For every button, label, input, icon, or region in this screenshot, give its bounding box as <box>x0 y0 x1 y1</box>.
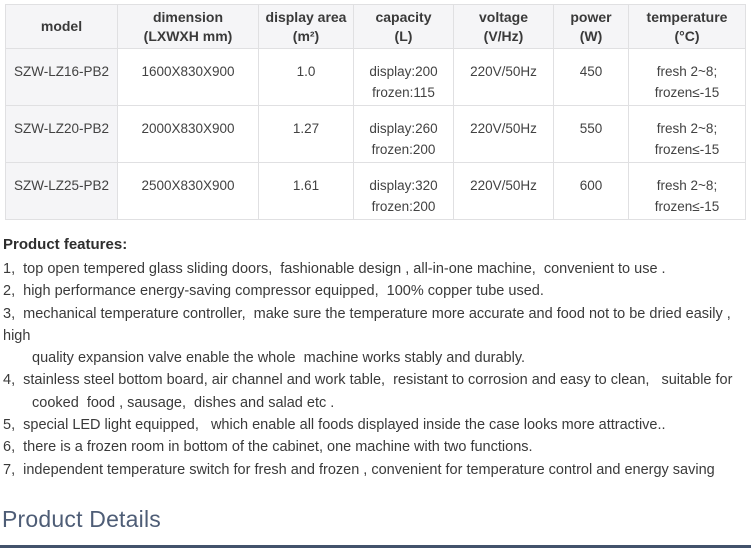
feature-line: 2, high performance energy-saving compre… <box>3 283 544 300</box>
cell-dimension: 1600X830X900 <box>117 48 259 106</box>
header-unit: (L) <box>394 27 413 44</box>
header-model: model <box>5 4 118 49</box>
header-unit: (V/Hz) <box>483 27 524 44</box>
spec-table: model dimension (LXWXH mm) display area (m… <box>5 4 746 220</box>
table-row: SZW-LZ16-PB2 1600X830X900 1.0 display:20… <box>5 48 746 106</box>
temp-frozen: frozen≤-15 <box>654 142 720 157</box>
temp-fresh: fresh 2~8; <box>656 121 718 136</box>
header-capacity: capacity (L) <box>353 4 454 49</box>
header-label: voltage <box>478 8 528 25</box>
cell-model: SZW-LZ25-PB2 <box>5 162 118 220</box>
cell-temperature: fresh 2~8; frozen≤-15 <box>628 48 746 106</box>
cell-power: 600 <box>553 162 629 220</box>
cell-capacity: display:200 frozen:115 <box>353 48 454 106</box>
capacity-frozen: frozen:200 <box>371 142 436 157</box>
header-power: power (W) <box>553 4 629 49</box>
header-temperature: temperature (°C) <box>628 4 746 49</box>
cell-display-area: 1.27 <box>258 105 354 163</box>
header-unit: (m²) <box>292 27 320 44</box>
cell-dimension: 2500X830X900 <box>117 162 259 220</box>
feature-line: cooked food , sausage, dishes and salad … <box>32 394 335 411</box>
cell-dimension: 2000X830X900 <box>117 105 259 163</box>
capacity-frozen: frozen:200 <box>371 199 436 214</box>
feature-line: quality expansion valve enable the whole… <box>32 350 526 367</box>
header-unit: (°C) <box>674 27 700 44</box>
spec-table-section: model dimension (LXWXH mm) display area (m… <box>0 0 751 220</box>
product-details-section: Product Details <box>0 506 751 548</box>
feature-line: 7, independent temperature switch for fr… <box>3 461 715 478</box>
cell-capacity: display:260 frozen:200 <box>353 105 454 163</box>
temp-fresh: fresh 2~8; <box>656 178 718 193</box>
header-display-area: display area (m²) <box>258 4 354 49</box>
cell-display-area: 1.61 <box>258 162 354 220</box>
header-unit: (W) <box>579 27 603 44</box>
cell-capacity: display:320 frozen:200 <box>353 162 454 220</box>
cell-display-area: 1.0 <box>258 48 354 106</box>
capacity-display: display:260 <box>369 121 438 136</box>
feature-line: 1, top open tempered glass sliding doors… <box>3 261 666 277</box>
header-unit: (LXWXH mm) <box>143 27 233 44</box>
cell-power: 550 <box>553 105 629 163</box>
header-label: display area <box>265 8 347 25</box>
cell-temperature: fresh 2~8; frozen≤-15 <box>628 105 746 163</box>
header-label: power <box>570 8 612 25</box>
header-label: dimension <box>152 8 223 25</box>
cell-voltage: 220V/50Hz <box>453 105 554 163</box>
feature-line: 6, there is a frozen room in bottom of t… <box>3 439 533 456</box>
table-header-row: model dimension (LXWXH mm) display area (m… <box>5 4 746 49</box>
cell-voltage: 220V/50Hz <box>453 48 554 106</box>
features-heading: Product features: <box>3 236 128 253</box>
cell-voltage: 220V/50Hz <box>453 162 554 220</box>
cell-model: SZW-LZ20-PB2 <box>5 105 118 163</box>
feature-line: 4, stainless steel bottom board, air cha… <box>3 372 733 389</box>
header-label: model <box>40 18 83 34</box>
header-voltage: voltage (V/Hz) <box>453 4 554 49</box>
header-dimension: dimension (LXWXH mm) <box>117 4 259 49</box>
product-features-section: Product features: 1, top open tempered g… <box>0 220 751 481</box>
capacity-display: display:200 <box>369 64 438 79</box>
feature-line: high <box>3 327 31 344</box>
temp-fresh: fresh 2~8; <box>656 64 718 79</box>
capacity-display: display:320 <box>369 178 438 193</box>
table-row: SZW-LZ20-PB2 2000X830X900 1.27 display:2… <box>5 105 746 163</box>
feature-line: 3, mechanical temperature controller, ma… <box>3 305 731 322</box>
cell-temperature: fresh 2~8; frozen≤-15 <box>628 162 746 220</box>
header-label: capacity <box>375 8 432 25</box>
header-label: temperature <box>646 8 728 25</box>
table-row: SZW-LZ25-PB2 2500X830X900 1.61 display:3… <box>5 162 746 220</box>
capacity-frozen: frozen:115 <box>372 85 435 100</box>
temp-frozen: frozen≤-15 <box>654 85 720 100</box>
cell-power: 450 <box>553 48 629 106</box>
feature-line: 5, special LED light equipped, which ena… <box>3 417 666 434</box>
cell-model: SZW-LZ16-PB2 <box>5 48 118 106</box>
temp-frozen: frozen≤-15 <box>654 199 720 214</box>
product-details-heading: Product Details <box>2 505 161 532</box>
